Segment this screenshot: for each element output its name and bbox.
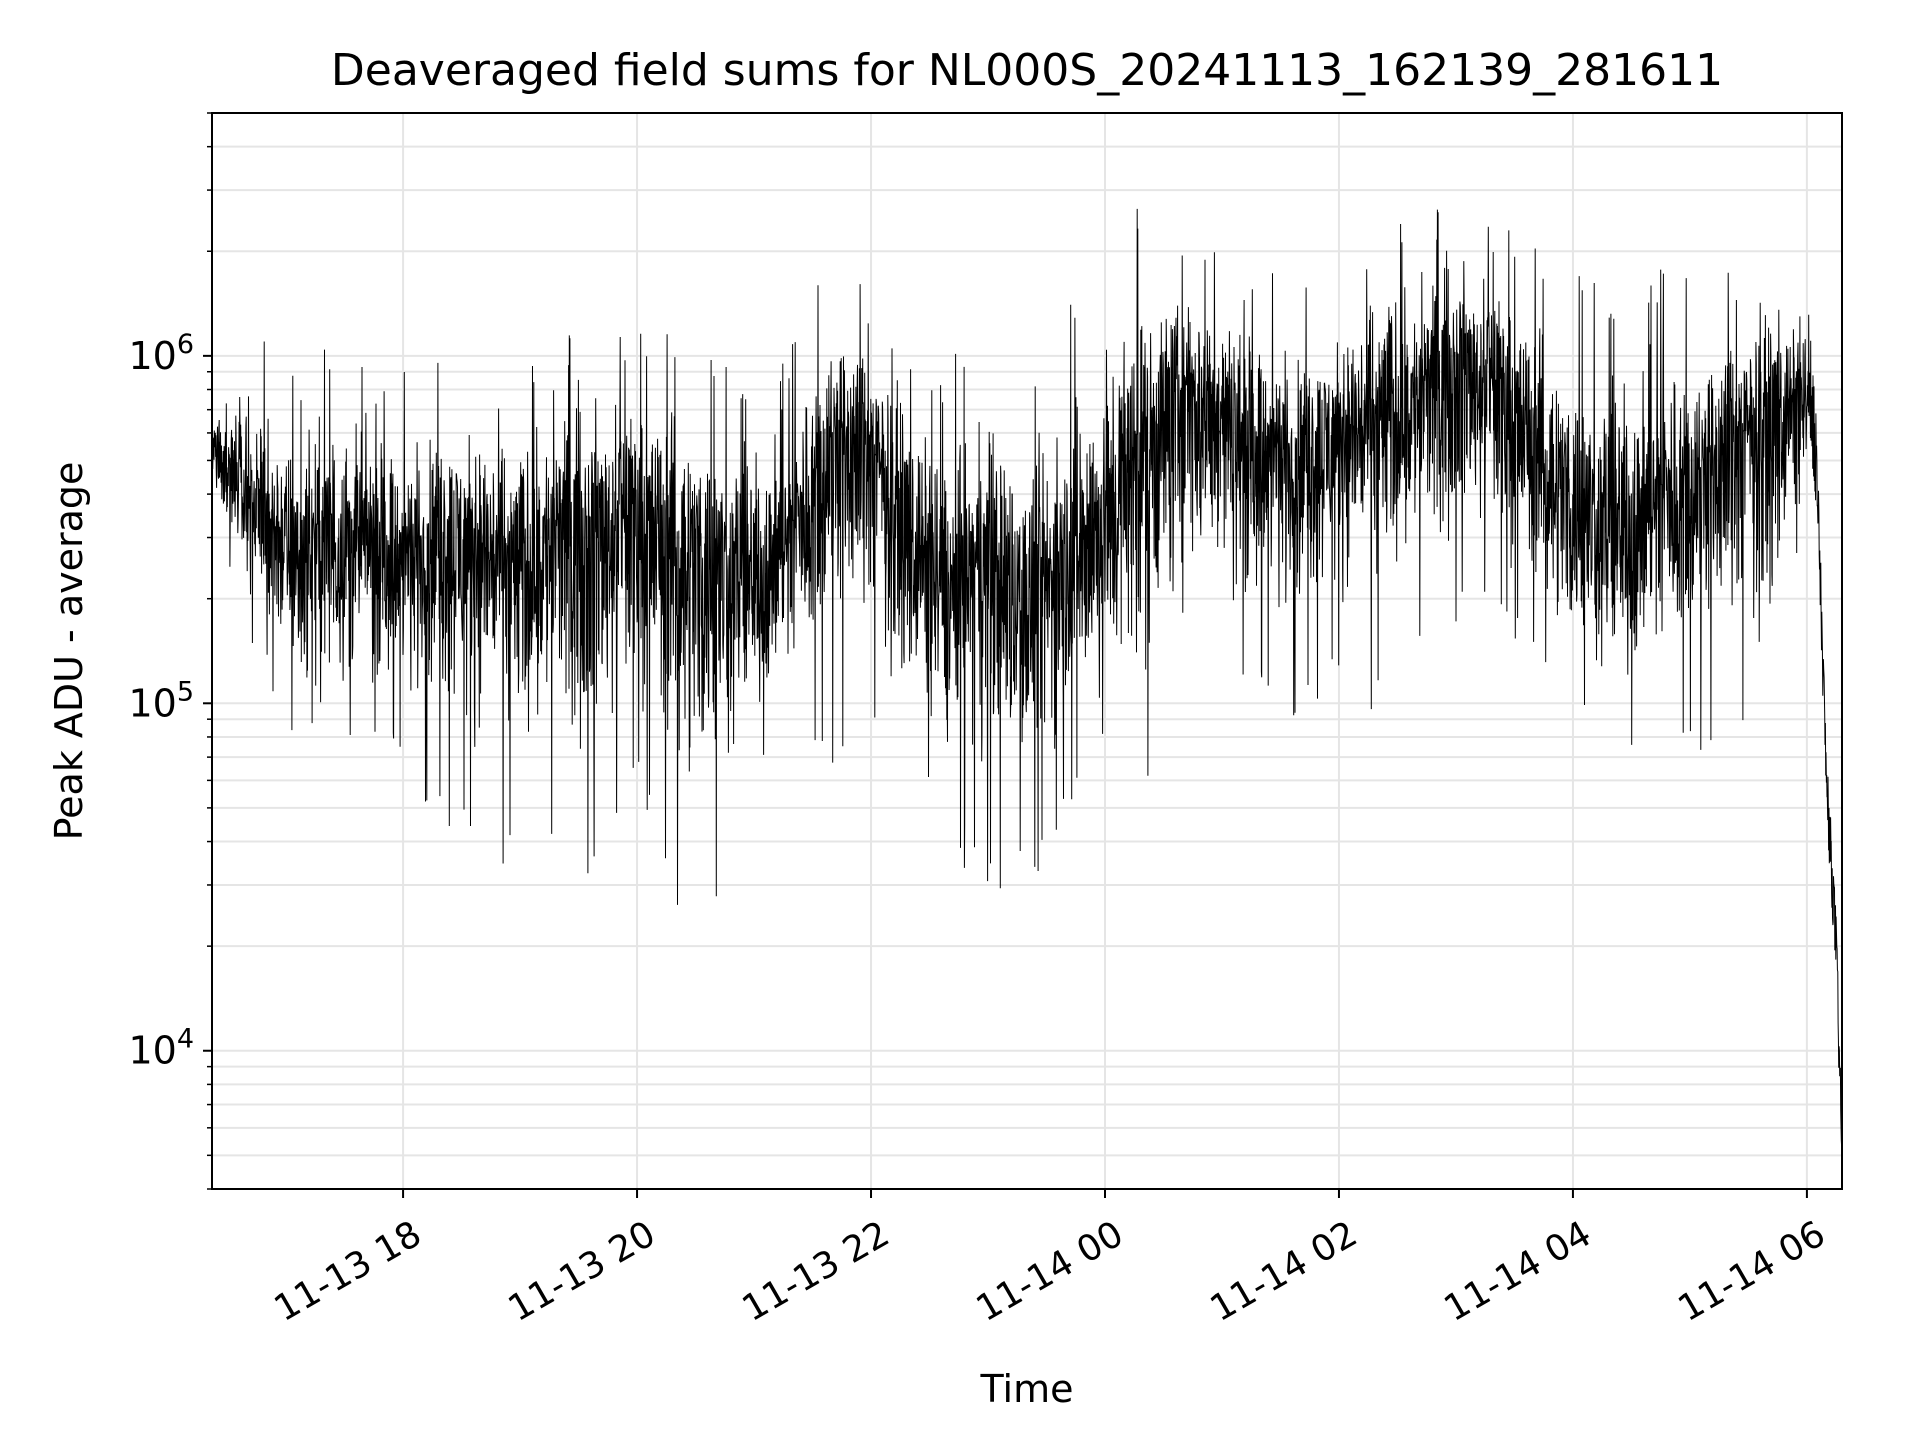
y-tick-label: 106: [128, 329, 194, 378]
data-line: [211, 208, 1843, 1149]
data-series: [211, 208, 1843, 1149]
y-tick-label: 105: [128, 676, 194, 725]
x-axis-label: Time: [980, 1367, 1074, 1411]
plot-frame: [211, 112, 1843, 1190]
y-tick-label: 104: [128, 1024, 194, 1073]
grid-lines: [212, 112, 1842, 1190]
y-axis-label: Peak ADU - average: [47, 462, 91, 841]
chart-title: Deaveraged field sums for NL000S_2024111…: [331, 45, 1723, 96]
